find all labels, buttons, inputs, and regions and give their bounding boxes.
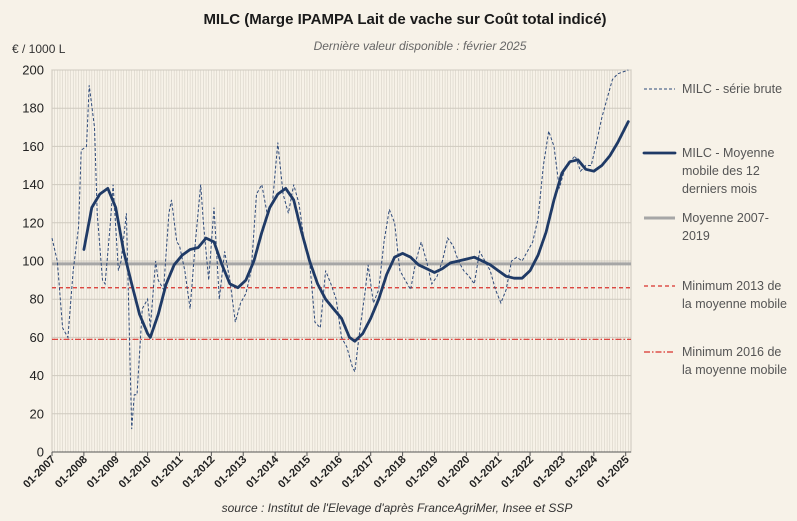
legend-label-mean: 2019	[682, 229, 710, 243]
legend-label-min-2016: la moyenne mobile	[682, 363, 787, 377]
y-tick-label: 60	[30, 330, 44, 345]
y-tick-label: 160	[22, 139, 44, 154]
chart-source: source : Institut de l'Elevage d'après F…	[222, 501, 573, 515]
y-tick-label: 100	[22, 254, 44, 269]
y-tick-label: 0	[37, 445, 44, 460]
y-tick-label: 140	[22, 177, 44, 192]
legend-label-mean: Moyenne 2007-	[682, 211, 769, 225]
legend: MILC - série brute MILC - Moyenne mobile d…	[642, 82, 787, 377]
chart-subtitle: Dernière valeur disponible : février 202…	[314, 39, 527, 53]
raw-series-line	[51, 69, 629, 430]
y-tick-label: 120	[22, 215, 44, 230]
y-tick-label: 20	[30, 406, 44, 421]
y-tick-label: 40	[30, 368, 44, 383]
y-axis-unit: € / 1000 L	[12, 42, 66, 56]
legend-label-min-2013: la moyenne mobile	[682, 297, 787, 311]
legend-label-moving-average: derniers mois	[682, 182, 757, 196]
moving-average-line	[82, 120, 630, 343]
y-tick-label: 80	[30, 292, 44, 307]
legend-label-min-2013: Minimum 2013 de	[682, 279, 781, 293]
legend-label-raw: MILC - série brute	[682, 82, 782, 96]
legend-label-min-2016: Minimum 2016 de	[682, 345, 781, 359]
legend-label-moving-average: mobile des 12	[682, 164, 760, 178]
y-tick-label: 180	[22, 101, 44, 116]
chart-title: MILC (Marge IPAMPA Lait de vache sur Coû…	[203, 11, 606, 28]
legend-label-moving-average: MILC - Moyenne	[682, 146, 774, 160]
y-tick-label: 200	[22, 63, 44, 78]
